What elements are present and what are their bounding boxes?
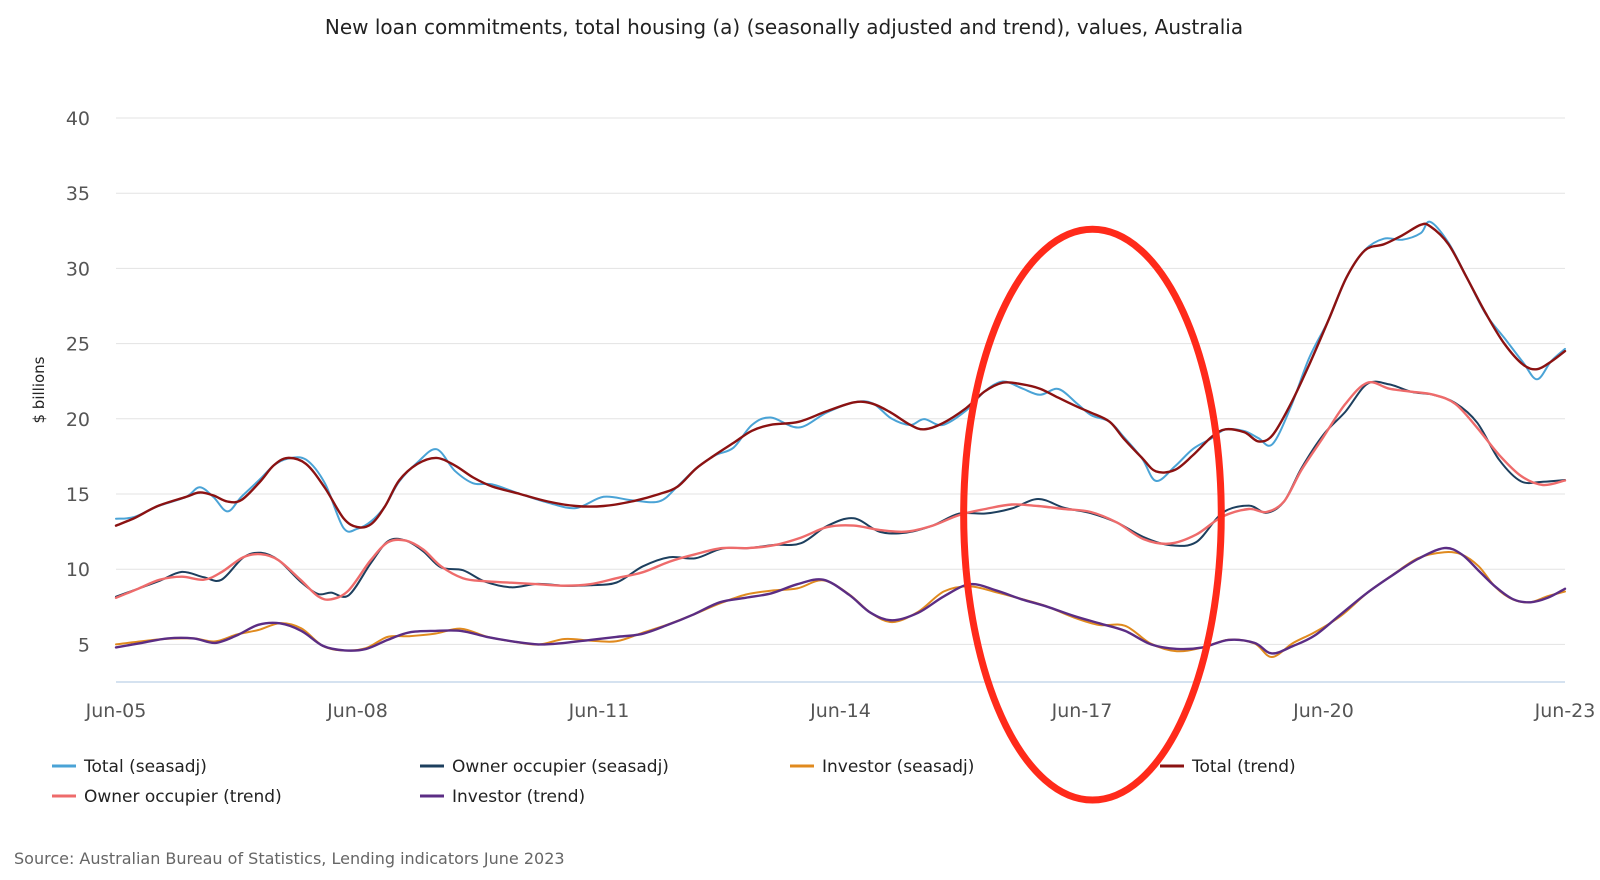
legend-label: Owner occupier (seasadj) — [452, 757, 669, 777]
legend-item[interactable]: Total (trend) — [1160, 757, 1296, 777]
y-axis-label: $ billions — [30, 356, 48, 423]
series-line-owner-occupier-trend — [114, 380, 1567, 601]
y-tick-label: 30 — [66, 258, 90, 280]
legend-label: Owner occupier (trend) — [84, 787, 282, 807]
x-tick-label: Jun-14 — [809, 700, 871, 722]
legend-item[interactable]: Total (seasadj) — [52, 757, 207, 777]
chart-title: New loan commitments, total housing (a) … — [325, 15, 1243, 39]
x-tick-label: Jun-17 — [1051, 700, 1113, 722]
legend-item[interactable]: Investor (seasadj) — [790, 757, 974, 777]
x-tick-label: Jun-08 — [326, 700, 388, 722]
series-line-investor-seasadj — [115, 550, 1566, 659]
y-axis-ticks: 5 10 15 20 25 30 35 40 — [66, 108, 90, 656]
legend-item[interactable]: Owner occupier (trend) — [52, 787, 282, 807]
x-tick-label: Jun-05 — [85, 700, 147, 722]
source-note: Source: Australian Bureau of Statistics,… — [14, 849, 565, 868]
series-line-owner-occupier-seasadj — [115, 380, 1566, 598]
series-lines — [114, 220, 1567, 659]
y-tick-label: 20 — [66, 409, 90, 431]
annotation — [960, 225, 1225, 804]
y-tick-label: 10 — [66, 559, 90, 581]
y-tick-label: 40 — [66, 108, 90, 130]
highlight-ellipse — [960, 225, 1225, 804]
series-line-investor-trend — [114, 546, 1567, 655]
legend-label: Total (trend) — [1191, 757, 1296, 777]
grid-lines — [116, 117, 1565, 683]
legend-label: Investor (seasadj) — [822, 757, 974, 777]
legend-label: Investor (trend) — [452, 787, 585, 807]
y-tick-label: 15 — [66, 484, 90, 506]
y-tick-label: 25 — [66, 334, 90, 356]
x-tick-label: Jun-20 — [1292, 700, 1354, 722]
x-tick-label: Jun-11 — [568, 700, 630, 722]
x-axis-ticks: Jun-05 Jun-08 Jun-11 Jun-14 Jun-17 Jun-20 Jun-… — [85, 700, 1596, 722]
y-tick-label: 5 — [78, 634, 90, 656]
x-tick-label: Jun-23 — [1534, 700, 1596, 722]
legend-item[interactable]: Investor (trend) — [420, 787, 585, 807]
series-line-total-trend — [114, 222, 1567, 529]
legend-label: Total (seasadj) — [83, 757, 207, 777]
y-tick-label: 35 — [66, 183, 90, 205]
legend-item[interactable]: Owner occupier (seasadj) — [420, 757, 669, 777]
legend: Total (seasadj) Owner occupier (seasadj) I… — [52, 757, 1296, 807]
